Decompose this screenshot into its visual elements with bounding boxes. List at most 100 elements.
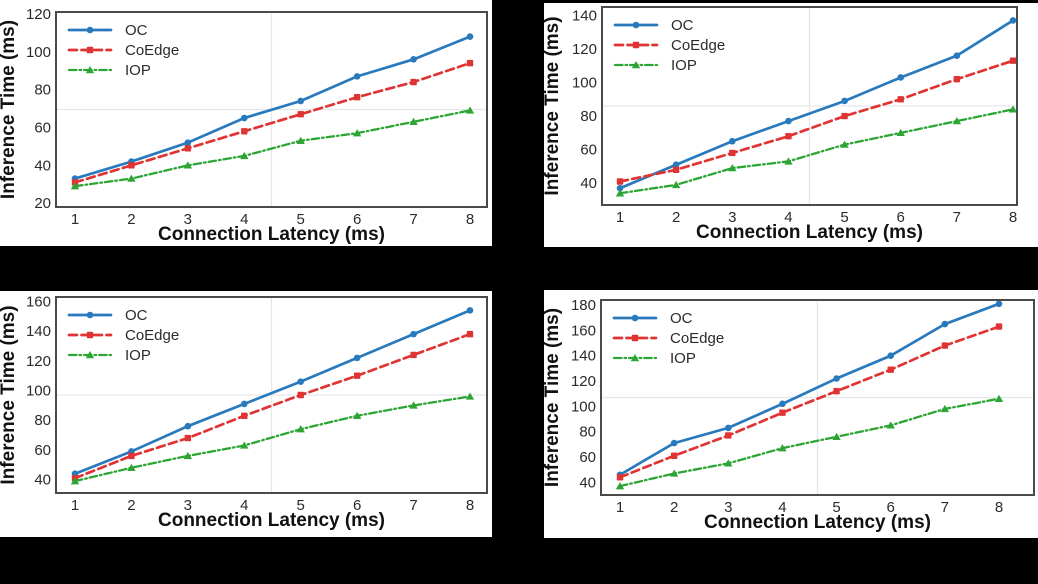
legend-marker-triangle-icon bbox=[631, 61, 641, 69]
data-point-iop-x7 bbox=[409, 117, 418, 126]
series-line-coedge bbox=[73, 332, 472, 480]
data-point-oc-x6 bbox=[353, 73, 361, 80]
series-oc bbox=[71, 33, 474, 182]
series-line-oc bbox=[618, 302, 1001, 477]
x-tick-label: 8 bbox=[1009, 209, 1017, 226]
y-axis-tick-labels: 20 40 60 80 100 120 bbox=[26, 6, 51, 212]
series-line-iop bbox=[618, 108, 1015, 195]
x-axis-tick-labels: 1 2 3 4 5 6 7 8 bbox=[616, 209, 1017, 226]
legend-item-iop: IOP bbox=[613, 57, 697, 74]
data-point-coedge-x2 bbox=[128, 162, 135, 169]
y-tick-label: 100 bbox=[571, 398, 596, 415]
data-point-coedge-x2 bbox=[128, 452, 135, 460]
x-tick-label: 7 bbox=[941, 499, 949, 516]
series-coedge bbox=[616, 57, 1017, 185]
data-point-oc-x1 bbox=[616, 184, 624, 192]
chart-svg-top-right: 40 60 80 100 120 140 1 2 3 4 5 6 7 8 Connection Latenc… bbox=[544, 6, 1018, 243]
data-point-oc-x7 bbox=[953, 52, 961, 59]
x-tick-label: 5 bbox=[297, 211, 305, 228]
series-iop bbox=[70, 106, 475, 190]
data-point-coedge-x1 bbox=[616, 474, 624, 481]
series-iop bbox=[615, 394, 1004, 490]
data-point-coedge-x7 bbox=[410, 351, 417, 359]
data-point-iop-x8 bbox=[465, 106, 475, 114]
data-point-oc-x2 bbox=[672, 161, 680, 169]
legend-item-coedge: CoEdge bbox=[613, 37, 725, 54]
series-line-oc bbox=[618, 19, 1015, 190]
x-tick-label: 6 bbox=[353, 497, 361, 514]
legend-marker-circle-icon bbox=[86, 311, 94, 319]
chart-svg-top-left: 20 40 60 80 100 120 1 2 3 4 5 6 7 8 Connection Latency… bbox=[0, 6, 488, 245]
data-point-iop-x2 bbox=[669, 469, 679, 477]
axes-box bbox=[601, 6, 1018, 206]
x-axis-label: Connection Latency (ms) bbox=[704, 512, 931, 533]
data-point-iop-x6 bbox=[896, 128, 905, 137]
x-tick-label: 5 bbox=[840, 209, 848, 226]
x-axis-label: Connection Latency (ms) bbox=[158, 510, 385, 531]
data-point-iop-x4 bbox=[240, 441, 249, 449]
legend-item-oc: OC bbox=[67, 307, 148, 324]
data-point-oc-x7 bbox=[410, 56, 417, 63]
grid-center-lines bbox=[602, 7, 1017, 205]
y-tick-label: 40 bbox=[579, 474, 596, 491]
data-point-coedge-x8 bbox=[995, 323, 1003, 330]
data-point-coedge-x7 bbox=[410, 78, 417, 86]
data-point-oc-x6 bbox=[887, 352, 895, 360]
data-point-coedge-x5 bbox=[297, 111, 304, 118]
y-axis-label: Inference Time (ms) bbox=[0, 305, 19, 484]
data-point-coedge-x8 bbox=[466, 330, 474, 338]
data-point-oc-x5 bbox=[297, 97, 305, 105]
data-point-coedge-x6 bbox=[887, 366, 894, 373]
x-tick-label: 1 bbox=[71, 497, 79, 514]
y-tick-label: 100 bbox=[572, 75, 597, 92]
legend-label: IOP bbox=[670, 350, 696, 367]
data-point-coedge-x4 bbox=[785, 133, 792, 140]
legend-label: OC bbox=[125, 307, 148, 324]
y-axis-tick-labels: 40 60 80 100 120 140 160 bbox=[26, 293, 51, 488]
y-tick-label: 80 bbox=[580, 108, 597, 125]
series-line-coedge bbox=[73, 61, 472, 184]
data-point-iop-x4 bbox=[240, 151, 249, 160]
data-point-coedge-x3 bbox=[184, 434, 192, 442]
x-tick-label: 6 bbox=[353, 211, 361, 228]
axes-box bbox=[600, 299, 1035, 496]
data-point-iop-x7 bbox=[952, 117, 962, 125]
legend-label: CoEdge bbox=[670, 330, 724, 347]
legend-marker-triangle-icon bbox=[85, 351, 95, 359]
legend: OC CoEdge IOP bbox=[612, 310, 724, 367]
x-tick-label: 1 bbox=[71, 211, 79, 228]
data-point-coedge-x5 bbox=[833, 387, 840, 395]
legend-label: IOP bbox=[125, 62, 151, 79]
y-tick-label: 40 bbox=[580, 175, 597, 192]
data-point-oc-x5 bbox=[297, 378, 305, 385]
legend-marker-square-icon bbox=[632, 41, 640, 49]
series-line-oc bbox=[73, 35, 472, 180]
legend-marker-triangle-icon bbox=[85, 66, 95, 74]
series-line-iop bbox=[73, 395, 472, 483]
data-point-iop-x7 bbox=[409, 401, 418, 409]
data-point-oc-x3 bbox=[184, 139, 192, 146]
series-iop bbox=[615, 105, 1018, 197]
x-tick-label: 2 bbox=[127, 497, 135, 514]
data-point-oc-x2 bbox=[670, 439, 678, 447]
data-point-oc-x3 bbox=[728, 137, 736, 145]
data-point-oc-x3 bbox=[724, 424, 732, 432]
legend: OC CoEdge IOP bbox=[67, 307, 179, 364]
data-point-oc-x4 bbox=[779, 400, 786, 408]
legend: OC CoEdge IOP bbox=[67, 22, 179, 79]
y-tick-label: 20 bbox=[34, 195, 51, 212]
series-oc bbox=[616, 300, 1003, 479]
data-point-coedge-x2 bbox=[670, 452, 678, 459]
y-tick-label: 120 bbox=[571, 373, 596, 390]
x-tick-label: 8 bbox=[466, 497, 474, 514]
legend-item-iop: IOP bbox=[67, 62, 151, 79]
data-point-oc-x5 bbox=[833, 375, 840, 382]
x-axis-tick-labels: 1 2 3 4 5 6 7 8 bbox=[71, 211, 474, 228]
data-point-coedge-x4 bbox=[779, 409, 786, 416]
y-axis-label: Inference Time (ms) bbox=[0, 20, 19, 199]
data-point-iop-x5 bbox=[296, 136, 305, 144]
chart-panel-top-right: 40 60 80 100 120 140 1 2 3 4 5 6 7 8 Connection Latenc… bbox=[544, 3, 1038, 247]
legend-label: OC bbox=[670, 310, 693, 327]
data-point-coedge-x3 bbox=[725, 432, 732, 439]
